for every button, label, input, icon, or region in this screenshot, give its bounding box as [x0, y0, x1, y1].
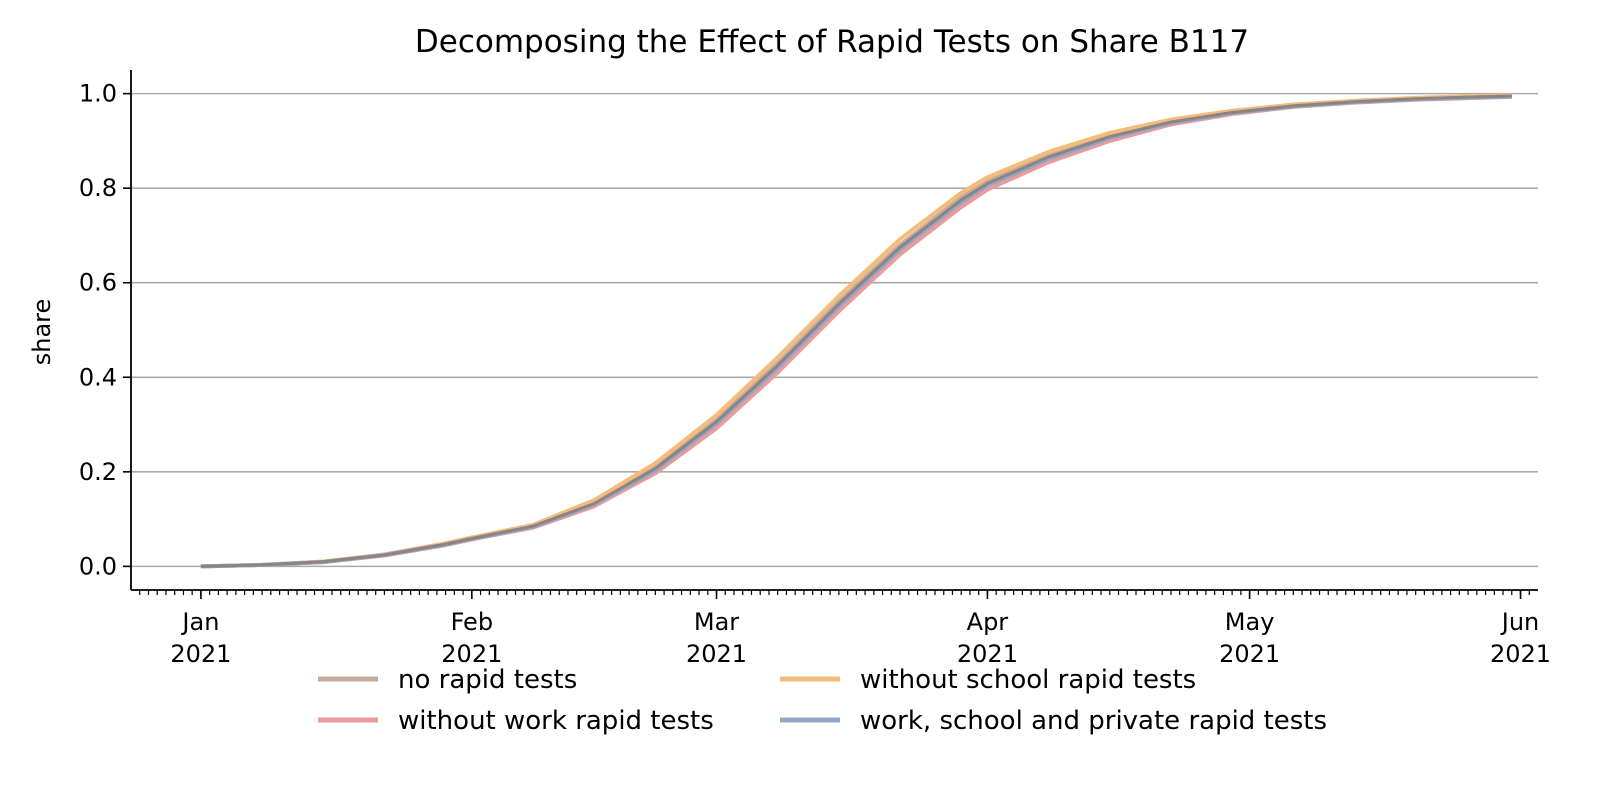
y-axis-label: share — [28, 299, 56, 366]
x-tick-label-month-0: Jan — [180, 608, 219, 636]
y-tick-label-2: 0.4 — [79, 363, 117, 391]
series-line-2 — [200, 93, 1512, 569]
x-tick-label-month-4: May — [1225, 608, 1275, 636]
x-tick-label-year-3: 2021 — [957, 640, 1018, 668]
legend-label-0: no rapid tests — [398, 665, 577, 695]
x-axis-ticks: Jan 2021 Feb 2021 Mar 2021 Apr 2021 May 2021 Jun 20… — [139, 590, 1551, 668]
y-tick-label-5: 1.0 — [79, 80, 117, 108]
x-tick-label-month-2: Mar — [694, 608, 739, 636]
y-tick-label-3: 0.6 — [79, 269, 117, 297]
y-tick-label-1: 0.2 — [79, 458, 117, 486]
legend: no rapid tests without work rapid tests wi… — [318, 665, 1327, 736]
series-line-4 — [200, 94, 1512, 568]
legend-label-1: without work rapid tests — [398, 706, 714, 736]
gridlines — [131, 92, 1538, 568]
y-tick-label-0: 0.0 — [79, 552, 117, 580]
x-tick-label-month-5: Jun — [1500, 608, 1540, 636]
axes — [130, 70, 1538, 591]
y-tick-label-4: 0.8 — [79, 174, 117, 202]
series-line-1 — [200, 94, 1512, 569]
y-axis-ticks: 0.0 0.2 0.4 0.6 0.8 1.0 — [79, 80, 131, 580]
x-tick-label-year-4: 2021 — [1219, 640, 1280, 668]
chart-title: Decomposing the Effect of Rapid Tests on… — [415, 24, 1249, 60]
x-tick-label-year-0: 2021 — [170, 640, 231, 668]
series-line-3 — [200, 94, 1512, 569]
legend-label-3: work, school and private rapid tests — [860, 706, 1327, 736]
x-tick-label-year-2: 2021 — [686, 640, 747, 668]
legend-label-2: without school rapid tests — [860, 665, 1196, 695]
x-tick-label-month-1: Feb — [451, 608, 494, 636]
series-line-0 — [200, 94, 1512, 569]
x-tick-label-year-1: 2021 — [441, 640, 502, 668]
series-layer — [200, 93, 1512, 569]
x-tick-label-month-3: Apr — [967, 608, 1009, 636]
x-tick-label-year-5: 2021 — [1490, 640, 1551, 668]
